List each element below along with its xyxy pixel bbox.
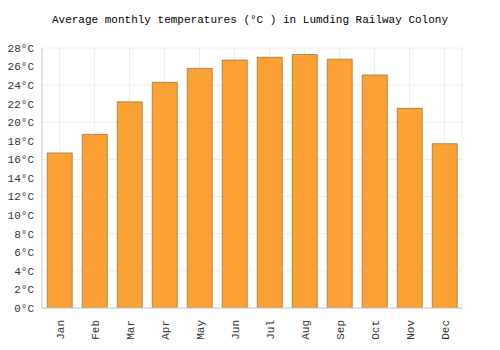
svg-text:10°C: 10°C — [8, 210, 34, 222]
svg-text:Sep: Sep — [335, 320, 347, 340]
svg-text:0°C: 0°C — [14, 303, 34, 315]
svg-text:Jul: Jul — [265, 320, 277, 340]
svg-text:Feb: Feb — [90, 320, 102, 340]
svg-text:Oct: Oct — [370, 320, 382, 340]
svg-text:12°C: 12°C — [8, 191, 34, 203]
svg-text:Jun: Jun — [230, 320, 242, 340]
svg-text:Jan: Jan — [55, 320, 67, 340]
svg-text:22°C: 22°C — [8, 99, 34, 111]
svg-text:2°C: 2°C — [14, 284, 34, 296]
svg-text:Apr: Apr — [160, 320, 172, 340]
svg-text:Nov: Nov — [405, 320, 417, 340]
svg-text:20°C: 20°C — [8, 117, 34, 129]
svg-text:18°C: 18°C — [8, 136, 34, 148]
svg-text:Dec: Dec — [440, 320, 452, 340]
svg-text:24°C: 24°C — [8, 80, 34, 92]
svg-text:14°C: 14°C — [8, 173, 34, 185]
svg-text:8°C: 8°C — [14, 229, 34, 241]
svg-text:Mar: Mar — [125, 320, 137, 340]
svg-text:Aug: Aug — [300, 320, 312, 340]
svg-text:6°C: 6°C — [14, 247, 34, 259]
svg-text:28°C: 28°C — [8, 43, 34, 55]
svg-text:16°C: 16°C — [8, 154, 34, 166]
svg-text:May: May — [195, 320, 207, 340]
svg-text:4°C: 4°C — [14, 266, 34, 278]
html-text:Average monthly temperatures (: Average monthly temperatures (°C ) in Lu… — [52, 14, 448, 26]
svg-text:26°C: 26°C — [8, 61, 34, 73]
